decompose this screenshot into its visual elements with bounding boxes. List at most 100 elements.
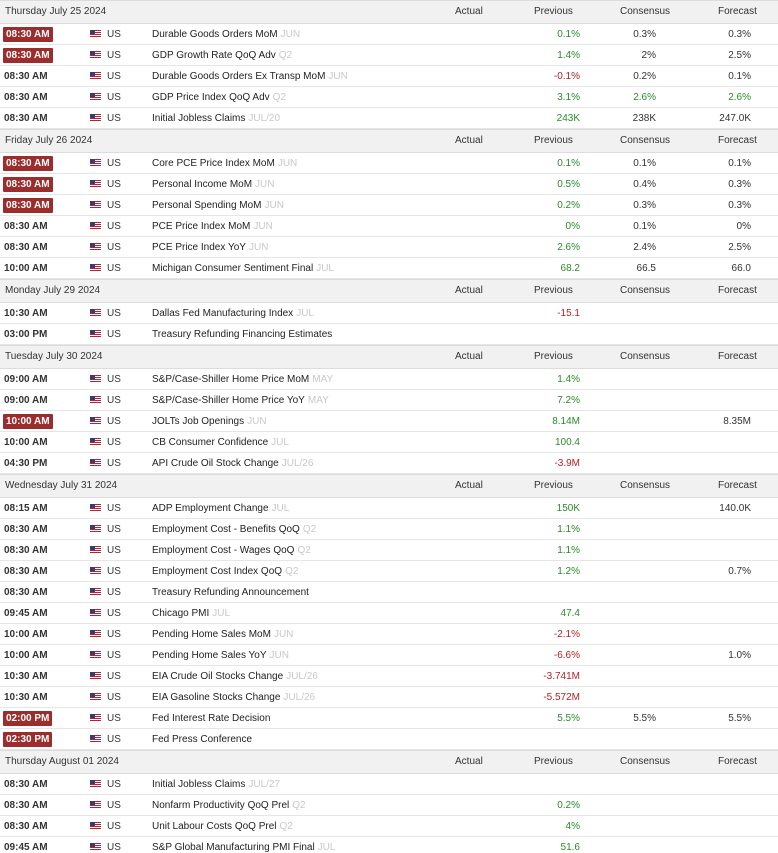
event-name[interactable]: JOLTs Job Openings [152,416,245,427]
event-name-cell[interactable]: S&P Global Manufacturing PMI Final JUL [152,842,335,853]
event-row[interactable]: 08:15 AM US ADP Employment Change JUL 150K 14… [0,498,778,519]
event-name[interactable]: Michigan Consumer Sentiment Final [152,263,314,274]
event-name[interactable]: API Crude Oil Stock Change [152,458,279,469]
event-name-cell[interactable]: Pending Home Sales YoY JUN [152,650,289,661]
event-name[interactable]: Pending Home Sales MoM [152,629,271,640]
event-name-cell[interactable]: Durable Goods Orders Ex Transp MoM JUN [152,71,348,82]
event-name[interactable]: Employment Cost Index QoQ [152,566,283,577]
event-name[interactable]: PCE Price Index MoM [152,221,251,232]
event-row[interactable]: 10:30 AM US EIA Crude Oil Stocks Change JUL… [0,666,778,687]
event-name-cell[interactable]: CB Consumer Confidence JUL [152,437,289,448]
event-name-cell[interactable]: Personal Income MoM JUN [152,179,275,190]
event-name[interactable]: Initial Jobless Claims [152,779,246,790]
event-row[interactable]: 08:30 AM US Durable Goods Orders Ex Transp… [0,66,778,87]
event-row[interactable]: 08:30 AM US Nonfarm Productivity QoQ Prel Q… [0,795,778,816]
event-row[interactable]: 08:30 AM US Treasury Refunding Announcemen… [0,582,778,603]
event-name-cell[interactable]: GDP Price Index QoQ Adv Q2 [152,92,286,103]
event-row[interactable]: 09:00 AM US S&P/Case-Shiller Home Price Yo… [0,390,778,411]
event-row[interactable]: 09:45 AM US Chicago PMI JUL 47.4 [0,603,778,624]
event-name-cell[interactable]: Initial Jobless Claims JUL/27 [152,779,280,790]
event-name-cell[interactable]: Core PCE Price Index MoM JUN [152,158,297,169]
event-row[interactable]: 08:30 AM US Core PCE Price Index MoM JUN 0.1… [0,153,778,174]
event-row[interactable]: 08:30 AM US Personal Income MoM JUN 0.5% 0.4%… [0,174,778,195]
event-row[interactable]: 08:30 AM US Employment Cost - Wages QoQ Q2 1… [0,540,778,561]
event-row[interactable]: 08:30 AM US Employment Cost - Benefits QoQ… [0,519,778,540]
event-name[interactable]: Chicago PMI [152,608,210,619]
event-name-cell[interactable]: API Crude Oil Stock Change JUL/26 [152,458,313,469]
event-name-cell[interactable]: Dallas Fed Manufacturing Index JUL [152,308,314,319]
event-name[interactable]: Employment Cost - Benefits QoQ [152,524,300,535]
event-name[interactable]: GDP Growth Rate QoQ Adv [152,50,276,61]
event-name-cell[interactable]: Chicago PMI JUL [152,608,230,619]
event-name[interactable]: Fed Interest Rate Decision [152,713,271,724]
event-row[interactable]: 08:30 AM US GDP Price Index QoQ Adv Q2 3.1% 2… [0,87,778,108]
event-name[interactable]: Initial Jobless Claims [152,113,246,124]
event-name-cell[interactable]: Nonfarm Productivity QoQ Prel Q2 [152,800,306,811]
event-row[interactable]: 10:00 AM US Pending Home Sales MoM JUN -2.1% [0,624,778,645]
event-name-cell[interactable]: EIA Crude Oil Stocks Change JUL/26 [152,671,318,682]
event-name[interactable]: Unit Labour Costs QoQ Prel [152,821,277,832]
event-name[interactable]: PCE Price Index YoY [152,242,246,253]
event-name[interactable]: ADP Employment Change [152,503,269,514]
event-row[interactable]: 02:00 PM US Fed Interest Rate Decision 5.5%… [0,708,778,729]
event-name[interactable]: Employment Cost - Wages QoQ [152,545,295,556]
event-row[interactable]: 08:30 AM US GDP Growth Rate QoQ Adv Q2 1.4% 2… [0,45,778,66]
event-row[interactable]: 08:30 AM US Unit Labour Costs QoQ Prel Q2 4% [0,816,778,837]
event-name-cell[interactable]: PCE Price Index MoM JUN [152,221,273,232]
event-name-cell[interactable]: S&P/Case-Shiller Home Price MoM MAY [152,374,333,385]
event-name-cell[interactable]: Treasury Refunding Financing Estimates [152,329,335,340]
event-name[interactable]: S&P/Case-Shiller Home Price YoY [152,395,305,406]
event-row[interactable]: 03:00 PM US Treasury Refunding Financing E… [0,324,778,345]
event-name[interactable]: EIA Crude Oil Stocks Change [152,671,284,682]
event-name-cell[interactable]: Fed Interest Rate Decision [152,713,273,724]
event-name-cell[interactable]: Treasury Refunding Announcement [152,587,312,598]
event-name-cell[interactable]: Pending Home Sales MoM JUN [152,629,293,640]
event-name[interactable]: Personal Income MoM [152,179,253,190]
event-row[interactable]: 09:00 AM US S&P/Case-Shiller Home Price Mo… [0,369,778,390]
event-name-cell[interactable]: GDP Growth Rate QoQ Adv Q2 [152,50,292,61]
event-name[interactable]: EIA Gasoline Stocks Change [152,692,281,703]
event-name-cell[interactable]: Michigan Consumer Sentiment Final JUL [152,263,334,274]
event-name[interactable]: Durable Goods Orders Ex Transp MoM [152,71,326,82]
event-name-cell[interactable]: Fed Press Conference [152,734,255,745]
event-row[interactable]: 10:30 AM US EIA Gasoline Stocks Change JUL/… [0,687,778,708]
event-name[interactable]: CB Consumer Confidence [152,437,269,448]
event-row[interactable]: 08:30 AM US Employment Cost Index QoQ Q2 1.2… [0,561,778,582]
event-name[interactable]: S&P/Case-Shiller Home Price MoM [152,374,310,385]
event-row[interactable]: 08:30 AM US Initial Jobless Claims JUL/20 24… [0,108,778,129]
event-name[interactable]: Nonfarm Productivity QoQ Prel [152,800,290,811]
event-name-cell[interactable]: Durable Goods Orders MoM JUN [152,29,300,40]
event-name-cell[interactable]: Unit Labour Costs QoQ Prel Q2 [152,821,293,832]
event-name[interactable]: Fed Press Conference [152,734,253,745]
event-row[interactable]: 08:30 AM US Personal Spending MoM JUN 0.2% 0.… [0,195,778,216]
event-row[interactable]: 10:00 AM US Michigan Consumer Sentiment Fi… [0,258,778,279]
event-name[interactable]: Core PCE Price Index MoM [152,158,275,169]
event-row[interactable]: 10:00 AM US JOLTs Job Openings JUN 8.14M 8.35… [0,411,778,432]
event-name-cell[interactable]: Employment Cost Index QoQ Q2 [152,566,298,577]
event-row[interactable]: 08:30 AM US PCE Price Index MoM JUN 0% 0.1% 0% [0,216,778,237]
event-row[interactable]: 02:30 PM US Fed Press Conference [0,729,778,750]
event-row[interactable]: 10:00 AM US CB Consumer Confidence JUL 100.4 [0,432,778,453]
event-name[interactable]: Treasury Refunding Financing Estimates [152,329,333,340]
event-name-cell[interactable]: ADP Employment Change JUL [152,503,289,514]
event-name[interactable]: Treasury Refunding Announcement [152,587,309,598]
event-row[interactable]: 08:30 AM US Initial Jobless Claims JUL/27 [0,774,778,795]
event-row[interactable]: 09:45 AM US S&P Global Manufacturing PMI F… [0,837,778,853]
event-name-cell[interactable]: S&P/Case-Shiller Home Price YoY MAY [152,395,329,406]
event-name-cell[interactable]: EIA Gasoline Stocks Change JUL/26 [152,692,315,703]
event-name[interactable]: Durable Goods Orders MoM [152,29,278,40]
event-name-cell[interactable]: PCE Price Index YoY JUN [152,242,268,253]
event-row[interactable]: 08:30 AM US PCE Price Index YoY JUN 2.6% 2.4%… [0,237,778,258]
event-name[interactable]: S&P Global Manufacturing PMI Final [152,842,315,853]
event-name[interactable]: GDP Price Index QoQ Adv [152,92,270,103]
event-name-cell[interactable]: Employment Cost - Wages QoQ Q2 [152,545,311,556]
event-name-cell[interactable]: JOLTs Job Openings JUN [152,416,267,427]
event-name-cell[interactable]: Employment Cost - Benefits QoQ Q2 [152,524,316,535]
event-name[interactable]: Pending Home Sales YoY [152,650,267,661]
event-name-cell[interactable]: Personal Spending MoM JUN [152,200,284,211]
event-row[interactable]: 10:00 AM US Pending Home Sales YoY JUN -6.6%… [0,645,778,666]
event-row[interactable]: 08:30 AM US Durable Goods Orders MoM JUN 0.1… [0,24,778,45]
event-name[interactable]: Dallas Fed Manufacturing Index [152,308,294,319]
event-row[interactable]: 10:30 AM US Dallas Fed Manufacturing Index… [0,303,778,324]
event-name-cell[interactable]: Initial Jobless Claims JUL/20 [152,113,280,124]
